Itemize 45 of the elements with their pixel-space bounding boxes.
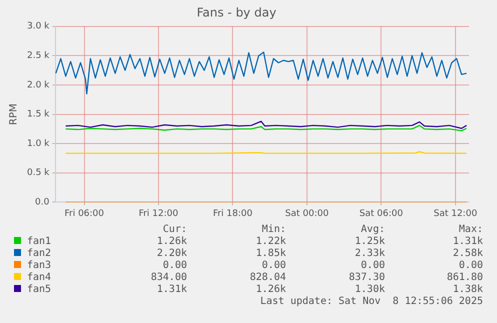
text: 1.25k	[354, 236, 385, 248]
text: 1.26k	[254, 284, 286, 296]
text: 1.38k	[452, 284, 483, 296]
text: Avg:	[360, 224, 385, 236]
legend-label: fan2	[26, 248, 52, 260]
legend-label: fan1	[26, 236, 52, 248]
text: 1.22k	[254, 236, 286, 248]
x-tick-label: Sat 12:00	[434, 208, 478, 219]
text: 0.00	[162, 260, 187, 272]
x-tick-label: Fri 18:00	[212, 208, 253, 219]
text: 1.85k	[254, 248, 286, 260]
x-tick-label: Fri 12:00	[138, 208, 179, 219]
x-tick-label: Sat 06:00	[359, 208, 404, 219]
text: 828.04	[248, 272, 286, 284]
text: Max:	[458, 224, 483, 236]
y-axis-title: RPM	[8, 103, 20, 126]
y-tick-label: 1.5 k	[26, 110, 50, 120]
text: 2.58k	[452, 248, 483, 260]
text: 1.31k	[452, 236, 483, 248]
text: 837.30	[348, 272, 385, 284]
legend-label: fan3	[26, 260, 52, 272]
chart-title: Fans - by day	[196, 5, 276, 20]
text: 1.31k	[156, 284, 187, 296]
text: Last update: Sat Nov 8 12:55:06 2025	[259, 296, 483, 308]
text: 1.26k	[156, 236, 187, 248]
y-tick-label: 0.5 k	[26, 168, 50, 178]
legend-label: fan5	[26, 284, 52, 296]
y-tick-label: 3.0 k	[26, 22, 50, 32]
y-tick-label: 2.0 k	[26, 80, 50, 90]
text: 0.00	[360, 260, 385, 272]
text: 834.00	[150, 272, 187, 284]
text: Min:	[260, 224, 286, 236]
text: Cur:	[162, 224, 187, 236]
text: 861.80	[446, 272, 483, 284]
y-tick-label: 1.0 k	[26, 138, 50, 149]
text: 2.20k	[156, 248, 187, 260]
y-tick-label: 2.5 k	[26, 51, 50, 62]
y-tick-label: 0.0	[35, 198, 50, 208]
text: 0.00	[260, 260, 286, 272]
x-tick-label: Sat 00:00	[285, 208, 329, 219]
legend-label: fan4	[26, 272, 52, 284]
x-tick-label: Fri 06:00	[64, 208, 104, 219]
text: 1.30k	[354, 284, 385, 296]
text: 0.00	[458, 260, 483, 272]
text: 2.33k	[354, 248, 385, 260]
